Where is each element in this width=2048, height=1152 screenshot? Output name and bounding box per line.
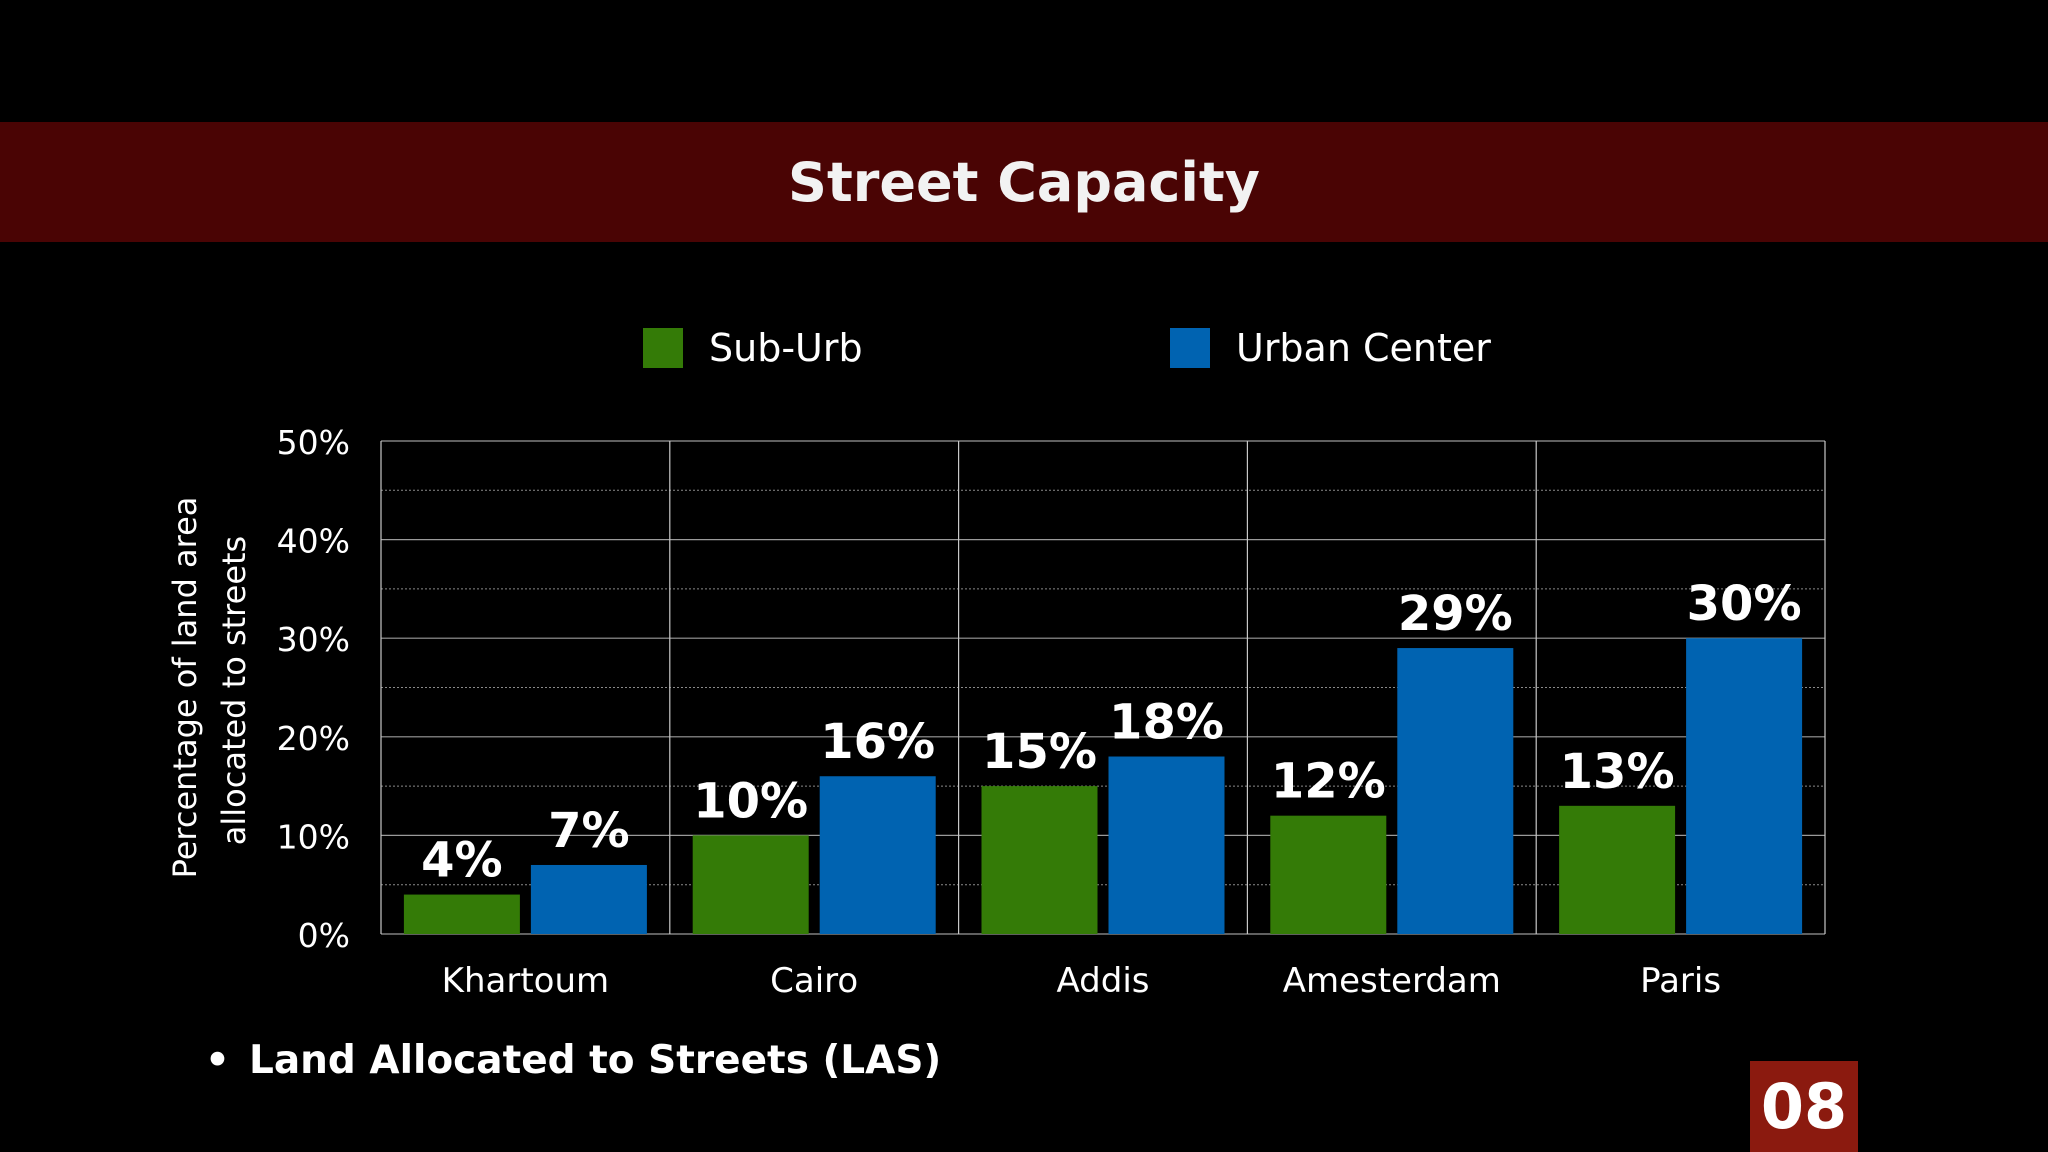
bar	[1270, 815, 1387, 934]
y-tick-label: 20%	[277, 719, 350, 758]
bar	[1397, 648, 1514, 934]
data-label: 18%	[1109, 695, 1224, 751]
bar	[530, 864, 647, 934]
y-tick-label: 10%	[277, 817, 350, 856]
data-label: 10%	[693, 773, 808, 829]
slide-title: Street Capacity	[788, 150, 1260, 214]
bar	[981, 786, 1098, 934]
bar	[692, 835, 809, 934]
bar	[1686, 638, 1803, 934]
data-label: 15%	[982, 724, 1097, 780]
y-axis-label: allocated to streets	[215, 536, 253, 845]
bullet-text: Land Allocated to Streets (LAS)	[249, 1038, 942, 1083]
y-tick-label: 50%	[277, 423, 350, 462]
bullet-point: • Land Allocated to Streets (LAS)	[205, 1038, 941, 1083]
legend-label: Sub-Urb	[709, 326, 863, 370]
page-number-badge: 08	[1750, 1061, 1858, 1152]
legend-swatch	[1170, 328, 1210, 368]
data-label: 30%	[1687, 576, 1802, 632]
page-number: 08	[1760, 1070, 1848, 1143]
x-tick-label: Paris	[1640, 961, 1721, 1001]
bullet-dot-icon: •	[205, 1038, 230, 1083]
data-label: 4%	[421, 833, 503, 889]
y-tick-label: 0%	[298, 916, 350, 955]
legend-swatch	[643, 328, 683, 368]
y-axis-label: Percentage of land area	[166, 497, 204, 879]
bar	[403, 894, 520, 934]
y-tick-label: 30%	[277, 620, 350, 659]
bar	[1108, 756, 1225, 934]
x-tick-label: Amesterdam	[1283, 961, 1501, 1001]
bar	[1559, 805, 1676, 934]
data-label: 16%	[820, 714, 935, 770]
y-tick-label: 40%	[277, 522, 350, 561]
data-label: 13%	[1560, 744, 1675, 800]
data-label: 29%	[1398, 586, 1513, 642]
x-tick-label: Addis	[1057, 961, 1150, 1001]
data-label: 7%	[548, 803, 630, 859]
legend-label: Urban Center	[1236, 326, 1491, 370]
data-label: 12%	[1271, 754, 1386, 810]
bar	[819, 776, 936, 934]
title-band: Street Capacity	[0, 122, 2048, 242]
x-tick-label: Cairo	[770, 961, 858, 1001]
x-tick-label: Khartoum	[442, 961, 609, 1001]
